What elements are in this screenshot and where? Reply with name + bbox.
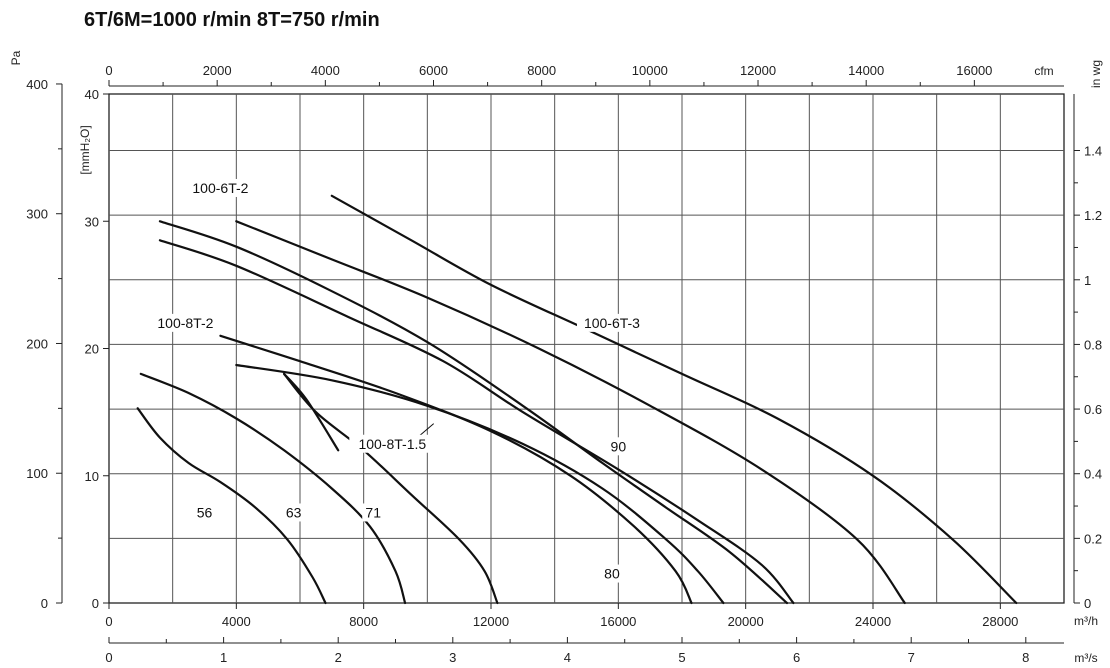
m3h-tick-label: 28000 xyxy=(982,614,1018,629)
mmh2o-tick-label: 10 xyxy=(85,469,99,484)
inwg-tick-label: 0.2 xyxy=(1084,531,1102,546)
inwg-tick-label: 1.2 xyxy=(1084,208,1102,223)
curve-label-bg xyxy=(150,313,221,332)
inwg-axis-label: in wg xyxy=(1089,60,1103,88)
chart-title: 6T/6M=1000 r/min 8T=750 r/min xyxy=(84,9,380,31)
m3s-tick-label: 0 xyxy=(105,650,112,665)
cfm-tick-label: 10000 xyxy=(632,63,668,78)
chart-grid xyxy=(108,93,1065,604)
curve-100-8t-2 xyxy=(219,334,693,605)
m3s-tick-label: 3 xyxy=(449,650,456,665)
curve-label: 100-6T-3 xyxy=(584,315,640,331)
cfm-tick-label: 16000 xyxy=(956,63,992,78)
inwg-tick-label: 1.4 xyxy=(1084,143,1102,158)
cfm-tick-label: 14000 xyxy=(848,63,884,78)
mmh2o-tick-label: 40 xyxy=(85,87,99,102)
curve-label: 100-6T-2 xyxy=(192,180,248,196)
m3s-tick-label: 1 xyxy=(220,650,227,665)
inwg-tick-label: 0.8 xyxy=(1084,337,1102,352)
curve-label: 80 xyxy=(604,566,620,582)
curve-100-6t-2b xyxy=(235,220,906,605)
m3s-tick-label: 7 xyxy=(908,650,915,665)
cfm-tick-label: 12000 xyxy=(740,63,776,78)
pa-axis-label: Pa xyxy=(9,50,23,65)
curve-label-bg xyxy=(349,434,436,453)
cfm-tick-label: 6000 xyxy=(419,63,448,78)
curve-label-bg xyxy=(282,503,305,522)
curve-100-6t-2 xyxy=(158,239,795,605)
cfm-tick-label: 2000 xyxy=(203,63,232,78)
mmh2o-tick-label: 30 xyxy=(85,214,99,229)
curve-90 xyxy=(158,220,789,605)
curve-63 xyxy=(139,372,407,605)
curve-label: 100-8T-2 xyxy=(157,315,213,331)
chart-axes: 010203040[mmH₂O]0100200300400Pa00.20.40.… xyxy=(9,50,1103,665)
pa-tick-label: 300 xyxy=(26,207,48,222)
inwg-tick-label: 0 xyxy=(1084,596,1091,611)
m3h-tick-label: 24000 xyxy=(855,614,891,629)
m3h-tick-label: 12000 xyxy=(473,614,509,629)
pa-tick-label: 200 xyxy=(26,336,48,351)
curve-label: 56 xyxy=(197,504,213,520)
chart-labels: 100-6T-2 100-8T-2 100-6T-3 100-8T-1.5 90 56 63… xyxy=(150,178,647,583)
pa-tick-label: 100 xyxy=(26,466,48,481)
m3s-tick-label: 6 xyxy=(793,650,800,665)
m3s-tick-label: 4 xyxy=(564,650,571,665)
plot-frame xyxy=(108,93,1065,604)
pa-tick-label: 0 xyxy=(41,596,48,611)
m3h-tick-label: 16000 xyxy=(600,614,636,629)
mmh2o-tick-label: 0 xyxy=(92,596,99,611)
m3s-tick-label: 8 xyxy=(1022,650,1029,665)
cfm-tick-label: 4000 xyxy=(311,63,340,78)
curve-80 xyxy=(235,363,725,605)
curve-label: 100-8T-1.5 xyxy=(358,436,426,452)
curve-100-8t-1-5 xyxy=(283,372,340,452)
m3s-tick-label: 5 xyxy=(678,650,685,665)
curve-label-bg xyxy=(576,313,647,332)
m3s-tick-label: 2 xyxy=(335,650,342,665)
mmh2o-axis-label: [mmH₂O] xyxy=(78,125,92,174)
cfm-axis-label: cfm xyxy=(1034,64,1053,78)
curve-56 xyxy=(136,407,327,605)
curve-label-bg xyxy=(607,437,630,456)
curve-label-bg xyxy=(362,503,385,522)
inwg-tick-label: 0.6 xyxy=(1084,402,1102,417)
curve-label: 90 xyxy=(611,438,627,454)
chart-series xyxy=(136,194,1018,605)
m3h-tick-label: 0 xyxy=(105,614,112,629)
m3h-tick-label: 8000 xyxy=(349,614,378,629)
mmh2o-tick-label: 20 xyxy=(85,342,99,357)
cfm-tick-label: 0 xyxy=(105,63,112,78)
pa-tick-label: 400 xyxy=(26,77,48,92)
m3h-tick-label: 4000 xyxy=(222,614,251,629)
m3h-tick-label: 20000 xyxy=(728,614,764,629)
curve-label-bg xyxy=(600,564,623,583)
curve-label-bg xyxy=(185,178,256,197)
cfm-tick-label: 8000 xyxy=(527,63,556,78)
curve-label: 71 xyxy=(365,504,381,520)
inwg-tick-label: 1 xyxy=(1084,273,1091,288)
curve-100-6t-3 xyxy=(330,194,1018,605)
curve-label: 63 xyxy=(286,504,302,520)
curve-label-bg xyxy=(193,503,216,522)
curve-71 xyxy=(283,372,499,605)
m3s-axis-label: m³/s xyxy=(1074,651,1097,665)
inwg-tick-label: 0.4 xyxy=(1084,467,1102,482)
m3h-axis-label: m³/h xyxy=(1074,614,1098,628)
